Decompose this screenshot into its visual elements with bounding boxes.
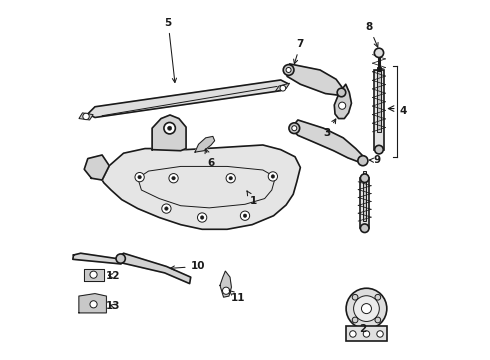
Text: 8: 8 bbox=[366, 22, 378, 47]
Polygon shape bbox=[293, 120, 365, 163]
Text: 1: 1 bbox=[247, 191, 257, 206]
Polygon shape bbox=[73, 253, 122, 264]
Circle shape bbox=[172, 176, 175, 180]
Circle shape bbox=[226, 174, 235, 183]
Circle shape bbox=[229, 176, 232, 180]
Polygon shape bbox=[79, 294, 106, 313]
Circle shape bbox=[375, 294, 381, 300]
Circle shape bbox=[169, 174, 178, 183]
Circle shape bbox=[283, 64, 294, 75]
Circle shape bbox=[83, 113, 89, 120]
Text: 10: 10 bbox=[171, 261, 205, 271]
Text: 3: 3 bbox=[323, 119, 336, 138]
Circle shape bbox=[138, 175, 142, 179]
Circle shape bbox=[292, 126, 297, 131]
Circle shape bbox=[241, 211, 249, 220]
Circle shape bbox=[339, 102, 346, 109]
Polygon shape bbox=[88, 80, 288, 117]
Polygon shape bbox=[79, 113, 93, 120]
Circle shape bbox=[375, 317, 381, 323]
Bar bbox=[346, 327, 387, 342]
Circle shape bbox=[197, 213, 207, 222]
Polygon shape bbox=[220, 271, 231, 297]
Text: 2: 2 bbox=[359, 324, 367, 334]
Circle shape bbox=[116, 254, 125, 263]
Text: 7: 7 bbox=[294, 39, 304, 64]
Circle shape bbox=[350, 331, 356, 337]
Circle shape bbox=[165, 207, 168, 210]
Circle shape bbox=[280, 85, 286, 91]
Circle shape bbox=[168, 126, 172, 130]
Circle shape bbox=[337, 88, 346, 97]
Text: 4: 4 bbox=[399, 107, 407, 116]
Circle shape bbox=[271, 175, 275, 178]
Polygon shape bbox=[84, 155, 109, 180]
Polygon shape bbox=[195, 136, 215, 152]
Circle shape bbox=[286, 67, 291, 72]
Circle shape bbox=[358, 156, 368, 166]
Circle shape bbox=[90, 301, 97, 308]
Circle shape bbox=[222, 287, 230, 294]
Polygon shape bbox=[275, 83, 290, 91]
Circle shape bbox=[346, 288, 387, 329]
Circle shape bbox=[363, 331, 369, 337]
Bar bbox=[363, 171, 367, 221]
Circle shape bbox=[354, 296, 379, 321]
Circle shape bbox=[377, 331, 383, 337]
Circle shape bbox=[374, 48, 384, 58]
Polygon shape bbox=[102, 145, 300, 229]
Polygon shape bbox=[286, 64, 343, 95]
Text: 5: 5 bbox=[165, 18, 176, 82]
Circle shape bbox=[289, 123, 300, 134]
Circle shape bbox=[200, 216, 204, 219]
Circle shape bbox=[243, 214, 247, 217]
Circle shape bbox=[135, 172, 144, 182]
Polygon shape bbox=[152, 115, 186, 151]
Circle shape bbox=[360, 174, 369, 183]
Text: 6: 6 bbox=[205, 149, 215, 168]
Text: 13: 13 bbox=[105, 301, 120, 311]
Circle shape bbox=[164, 122, 175, 134]
Circle shape bbox=[90, 271, 97, 278]
Circle shape bbox=[362, 303, 371, 314]
Polygon shape bbox=[334, 84, 351, 118]
Circle shape bbox=[162, 204, 171, 213]
Text: 12: 12 bbox=[105, 271, 120, 281]
Text: 9: 9 bbox=[369, 156, 381, 165]
Text: 11: 11 bbox=[229, 290, 245, 303]
Circle shape bbox=[375, 145, 383, 154]
Bar bbox=[360, 178, 369, 228]
Bar bbox=[374, 70, 384, 150]
Bar bbox=[377, 67, 381, 132]
Circle shape bbox=[268, 172, 277, 181]
Polygon shape bbox=[117, 253, 191, 284]
Polygon shape bbox=[83, 269, 104, 281]
Circle shape bbox=[360, 224, 369, 233]
Circle shape bbox=[352, 317, 358, 323]
Circle shape bbox=[352, 294, 358, 300]
